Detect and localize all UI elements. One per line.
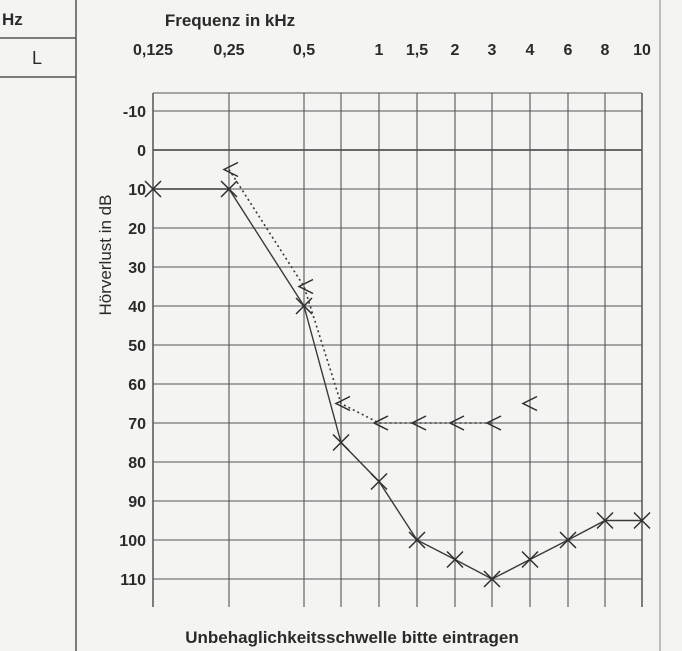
x-tick-label: 2 xyxy=(451,42,460,59)
data-point-x-marker xyxy=(295,297,313,315)
x-tick-label: 4 xyxy=(526,42,535,59)
data-point-less-than-marker xyxy=(334,395,351,412)
data-point-x-marker xyxy=(332,433,350,452)
y-tick-label: 50 xyxy=(128,338,146,355)
x-tick-label: 0,125 xyxy=(133,42,173,59)
data-point-x-marker xyxy=(370,472,388,491)
data-point-x-marker xyxy=(144,180,162,198)
data-point-less-than-marker xyxy=(521,395,538,412)
data-point-x-marker xyxy=(633,511,651,530)
y-tick-label: 30 xyxy=(128,260,146,277)
y-tick-label: -10 xyxy=(123,104,146,121)
data-point-less-than-marker xyxy=(410,415,427,431)
left-panel-header: Hz xyxy=(2,10,23,29)
data-point-x-marker xyxy=(446,550,464,569)
data-point-x-marker xyxy=(559,531,577,549)
plot-area xyxy=(144,161,651,588)
left-panel-ear-label: L xyxy=(32,48,42,68)
y-tick-label: 100 xyxy=(119,533,146,550)
series-line-solid xyxy=(153,188,642,580)
x-tick-label: 8 xyxy=(601,42,610,59)
x-tick-label: 1,5 xyxy=(406,42,428,59)
y-tick-label: 40 xyxy=(128,299,146,316)
y-tick-label: 60 xyxy=(128,377,146,394)
series-line-dotted xyxy=(228,169,492,424)
data-point-less-than-marker xyxy=(372,415,389,431)
data-point-x-marker xyxy=(521,550,539,569)
data-point-x-marker xyxy=(483,570,501,588)
chart-footer: Unbehaglichkeitsschwelle bitte eintragen xyxy=(185,628,518,647)
chart-title: Frequenz in kHz xyxy=(165,11,295,30)
left-panel: Hz L xyxy=(0,0,77,651)
data-point-less-than-marker xyxy=(222,161,239,178)
y-tick-label: 70 xyxy=(128,416,146,433)
chart-grid xyxy=(152,92,643,607)
data-point-less-than-marker xyxy=(485,415,502,431)
y-tick-label: 20 xyxy=(128,221,146,238)
y-tick-label: 90 xyxy=(128,494,146,511)
x-tick-label: 10 xyxy=(633,42,651,59)
y-tick-labels: -10 0 10 20 30 40 50 60 70 80 90 100 110 xyxy=(119,104,146,589)
data-point-x-marker xyxy=(220,180,238,198)
data-point-x-marker xyxy=(596,511,614,530)
y-tick-label: 110 xyxy=(120,572,146,589)
data-point-x-marker xyxy=(408,531,426,549)
y-axis-label: Hörverlust in dB xyxy=(96,195,115,316)
y-tick-label: 0 xyxy=(137,143,146,160)
data-point-less-than-marker xyxy=(448,415,465,431)
data-point-less-than-marker xyxy=(297,278,314,295)
x-tick-label: 6 xyxy=(564,42,573,59)
x-tick-label: 0,25 xyxy=(213,42,244,59)
x-tick-label: 1 xyxy=(375,42,384,59)
y-tick-label: 80 xyxy=(128,455,146,472)
x-tick-label: 3 xyxy=(488,42,497,59)
y-tick-label: 10 xyxy=(128,182,146,199)
x-tick-label: 0,5 xyxy=(293,42,315,59)
x-tick-labels: 0,125 0,25 0,5 1 1,5 2 3 4 6 8 10 xyxy=(133,42,651,59)
